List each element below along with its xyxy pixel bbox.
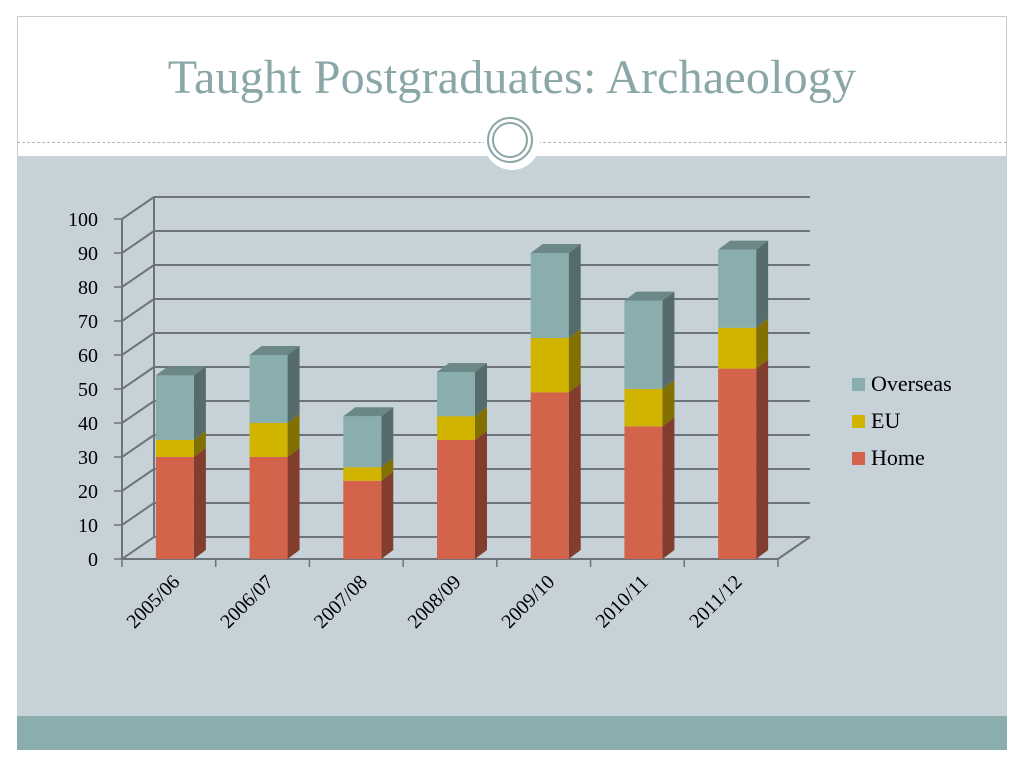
bar-segment-side	[756, 240, 769, 328]
legend-label-eu: EU	[871, 408, 900, 433]
bar-segment-eu	[155, 440, 194, 457]
gridline-depth	[121, 468, 155, 492]
legend-swatch-home	[852, 452, 865, 465]
bar-segment-home	[155, 457, 194, 559]
gridline-depth	[121, 230, 155, 254]
bar-segment-side	[287, 414, 300, 457]
bar-segment-home	[437, 440, 475, 559]
bar-segment-side	[475, 407, 487, 440]
y-tick-label: 10	[78, 515, 98, 537]
bar-top-face	[624, 291, 675, 301]
chart-legend: Overseas EU Home	[852, 371, 952, 470]
gridline-depth	[121, 400, 155, 424]
x-category-label: 2007/08	[310, 571, 372, 633]
gridline-depth	[121, 434, 155, 458]
x-category-label: 2008/09	[404, 571, 466, 633]
gridline-depth	[121, 536, 155, 560]
bar-segment-side	[662, 380, 675, 427]
slide-title: Taught Postgraduates: Archaeology	[167, 51, 857, 104]
ornament-inner-ring	[492, 122, 528, 158]
bar-segment-side	[662, 291, 675, 389]
bar-segment-side	[287, 346, 300, 423]
bar-segment-eu	[249, 423, 288, 457]
bar-top-face	[718, 240, 769, 250]
y-tick-label: 0	[88, 549, 98, 571]
floor-right-edge	[777, 536, 811, 560]
bar-segment-home	[624, 426, 663, 559]
legend-label-overseas: Overseas	[871, 371, 952, 396]
gridline-depth	[121, 298, 155, 322]
bar-segment-side	[381, 471, 394, 559]
y-tick-label: 50	[78, 379, 98, 401]
bar-segment-home	[530, 392, 569, 559]
gridline-depth	[121, 332, 155, 356]
y-tick-label: 40	[78, 413, 98, 435]
ornament-outer-ring	[487, 117, 533, 163]
bar-segment-eu	[624, 389, 663, 427]
bar-segment-side	[568, 329, 581, 393]
bar-segment-side	[756, 359, 769, 559]
bar-segment-side	[475, 363, 487, 417]
bar-top-face	[530, 244, 581, 253]
legend-swatch-overseas	[852, 378, 865, 391]
gridline-depth	[121, 502, 155, 526]
legend-swatch-eu	[852, 415, 865, 428]
bar-segment-eu	[718, 327, 757, 369]
y-tick-label: 20	[78, 481, 98, 503]
bar-segment-overseas	[155, 375, 194, 440]
bar-segment-side	[193, 431, 206, 457]
bar-segment-eu	[530, 338, 569, 393]
bar-top-face	[437, 363, 487, 372]
bar-segment-home	[249, 457, 288, 559]
bar-segment-overseas	[624, 300, 663, 389]
y-tick-label: 90	[78, 243, 98, 265]
bar-segment-overseas	[343, 416, 382, 468]
bar-segment-side	[568, 383, 581, 559]
bar-segment-side	[662, 417, 675, 559]
bar-segment-side	[381, 407, 394, 468]
bar-segment-side	[193, 448, 206, 559]
y-tick-label: 80	[78, 277, 98, 299]
bar-segment-home	[718, 368, 757, 559]
bar-segment-side	[287, 448, 300, 559]
bar-segment-side	[193, 366, 206, 440]
bar-segment-overseas	[437, 372, 475, 417]
chart-bars	[155, 240, 769, 559]
x-category-label: 2005/06	[122, 571, 184, 633]
y-tick-label: 70	[78, 311, 98, 333]
bar-segment-overseas	[249, 355, 288, 423]
y-tick-label: 30	[78, 447, 98, 469]
y-tick-label: 100	[68, 209, 98, 231]
legend-label-home: Home	[871, 445, 925, 470]
footer-band	[17, 716, 1007, 750]
bar-segment-eu	[343, 467, 382, 481]
x-category-label: 2010/11	[592, 571, 653, 632]
bar-top-face	[155, 366, 206, 376]
x-category-label: 2009/10	[497, 571, 559, 633]
x-category-label: 2011/12	[685, 571, 746, 632]
bar-segment-side	[568, 244, 581, 338]
bar-segment-eu	[437, 416, 475, 440]
bar-segment-overseas	[530, 253, 569, 338]
bar-top-face	[343, 407, 394, 417]
gridline-depth	[121, 196, 155, 220]
bar-segment-side	[381, 458, 394, 481]
y-tick-label: 60	[78, 345, 98, 367]
bar-segment-home	[343, 480, 382, 559]
bar-segment-side	[475, 431, 487, 559]
x-category-label: 2006/07	[216, 571, 278, 633]
bar-top-face	[249, 346, 300, 355]
gridline-depth	[121, 366, 155, 390]
gridline-depth	[121, 264, 155, 288]
bar-segment-overseas	[718, 249, 757, 328]
bar-segment-side	[756, 318, 769, 369]
